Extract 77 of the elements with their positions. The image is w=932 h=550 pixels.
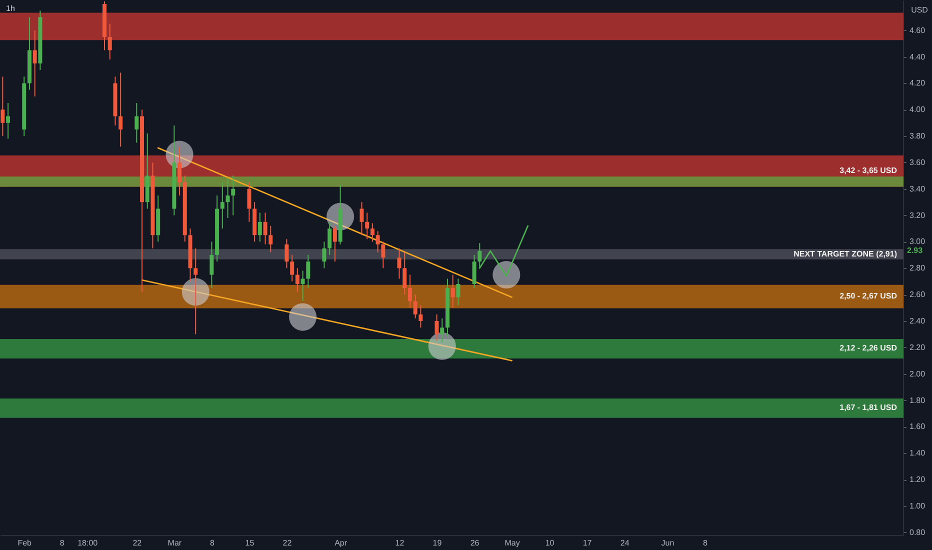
band-label: 1,67 - 1,81 USD [840, 403, 898, 412]
text: 2.93 [907, 246, 924, 255]
y-tick-label: 2.20 [910, 342, 926, 352]
candlestick [284, 238, 289, 269]
candlestick [332, 225, 337, 262]
x-tick-label: 12 [395, 538, 405, 548]
candlestick [370, 222, 374, 242]
x-tick-label: May [504, 538, 520, 548]
y-tick-label: 1.00 [910, 501, 926, 510]
y-tick-label: 0.80 [910, 528, 926, 537]
point [428, 332, 456, 360]
y-tick-label: 2.60 [910, 290, 926, 300]
point [492, 261, 520, 289]
x-tick-label: 24 [620, 538, 630, 548]
x-tick-label: Jun [661, 538, 674, 548]
x-tick-label: Apr [334, 538, 348, 548]
x-tick-label: 8 [60, 538, 65, 548]
y-tick-label: 3.80 [910, 132, 926, 141]
band-label: NEXT TARGET ZONE (2,91) [794, 249, 898, 258]
candlestick [295, 268, 300, 292]
x-tick-label: 19 [432, 538, 442, 548]
x-tick-label: Mar [168, 538, 182, 548]
candlestick [376, 230, 380, 253]
x-tick-label: 22 [282, 538, 292, 548]
x-tick-label: 10 [545, 538, 555, 548]
candlestick [290, 254, 294, 282]
candlestick [381, 241, 386, 269]
point [289, 303, 317, 331]
x-tick-label: 8 [702, 538, 708, 548]
text: 1h [6, 4, 15, 13]
y-tick-label: 1.40 [910, 448, 926, 458]
y-axis-title: USD [911, 6, 928, 14]
candlestick [397, 248, 402, 280]
candlestick [456, 278, 460, 306]
band-label: 2,50 - 2,67 USD [840, 292, 898, 301]
candlestick [434, 314, 439, 342]
y-tick-label: 1.60 [910, 422, 926, 432]
band-label: 3,42 - 3,65 USD [840, 166, 898, 176]
x-tick-label: 18:00 [78, 538, 98, 548]
x-tick-label: 22 [132, 538, 142, 548]
y-tick-label: 2.80 [910, 264, 926, 273]
candlestick [32, 30, 37, 97]
x-tick-label: Feb [18, 538, 32, 548]
candlestick [6, 102, 10, 140]
candlestick [450, 274, 455, 308]
y-tick-label: 2.00 [910, 369, 926, 378]
y-tick-label: 4.40 [910, 52, 926, 62]
x-tick-label: 8 [210, 538, 215, 548]
candlestick [408, 274, 412, 308]
y-tick-label: 2.40 [910, 316, 926, 326]
candlestick [108, 23, 112, 60]
candlestick [300, 270, 305, 302]
x-tick-label: 26 [470, 538, 480, 548]
y-tick-label: 3.00 [910, 237, 926, 246]
y-tick-label: 3.40 [910, 184, 926, 194]
y-tick-label: 1.80 [910, 396, 926, 405]
band-label: 2,12 - 2,26 USD [840, 344, 898, 353]
candlestick [328, 221, 332, 256]
y-tick-label: 4.20 [910, 78, 926, 88]
y-tick-label: 4.00 [910, 105, 926, 114]
x-tick-label: 15 [245, 538, 255, 548]
candlestick [306, 254, 310, 288]
candlestick [322, 241, 326, 269]
y-tick-label: 3.60 [910, 158, 926, 167]
y-tick-label: 4.60 [910, 26, 926, 35]
point [182, 278, 210, 306]
candlestick [0, 76, 5, 137]
candlestick [472, 254, 476, 288]
x-tick-label: 17 [582, 538, 592, 548]
candlestick [418, 304, 423, 328]
candlestick [402, 252, 407, 296]
candlestick [413, 294, 418, 319]
y-tick-label: 1.20 [910, 475, 926, 484]
y-tick-label: 3.20 [910, 210, 926, 220]
candlestick [360, 202, 364, 236]
candlestick [440, 318, 444, 343]
candlestick [365, 212, 370, 240]
